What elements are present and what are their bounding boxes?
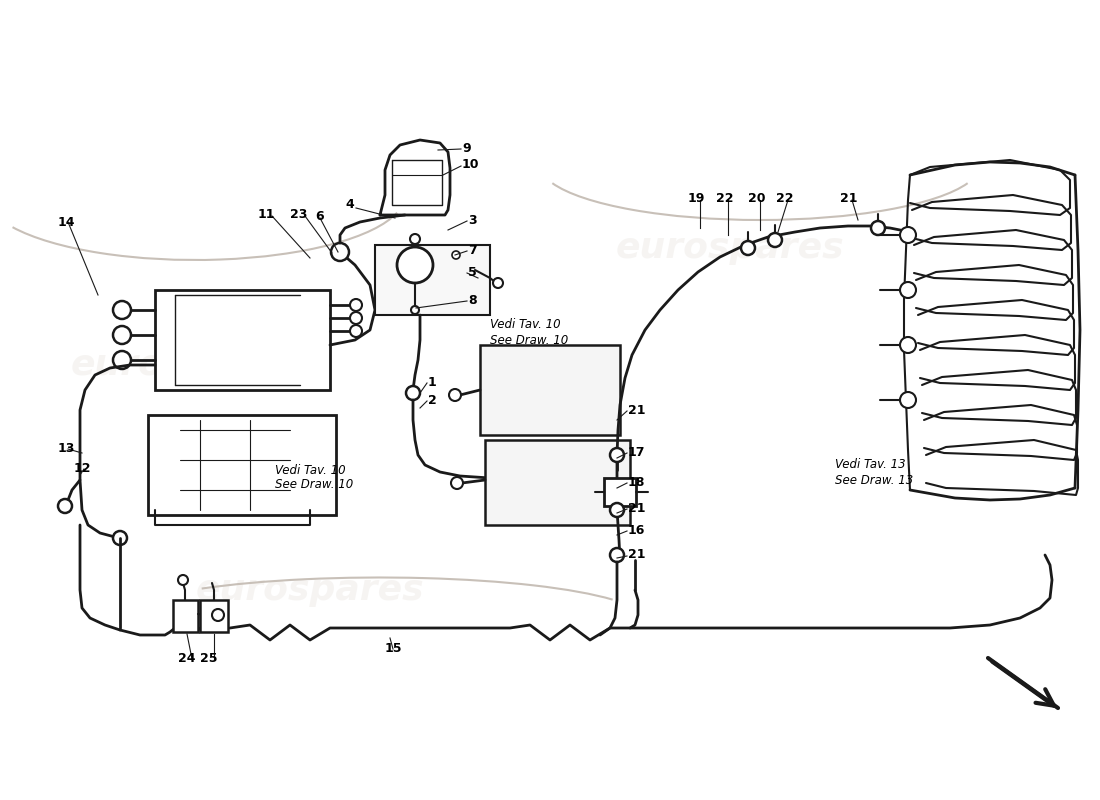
Text: 11: 11: [258, 209, 275, 222]
Circle shape: [410, 234, 420, 244]
Circle shape: [212, 609, 224, 621]
Bar: [604, 478, 636, 506]
Bar: [480, 345, 620, 435]
Circle shape: [350, 325, 362, 337]
Text: eurospares: eurospares: [70, 348, 299, 382]
Circle shape: [113, 351, 131, 369]
Circle shape: [350, 299, 362, 311]
Circle shape: [493, 278, 503, 288]
Text: 13: 13: [58, 442, 76, 454]
Text: See Draw. 13: See Draw. 13: [835, 474, 913, 486]
Circle shape: [900, 227, 916, 243]
Text: 9: 9: [462, 142, 471, 154]
Text: 5: 5: [468, 266, 476, 278]
Text: 20: 20: [748, 191, 766, 205]
Circle shape: [741, 241, 755, 255]
Text: 18: 18: [628, 475, 646, 489]
Text: 21: 21: [628, 549, 646, 562]
Circle shape: [900, 337, 916, 353]
Text: 22: 22: [716, 191, 734, 205]
Circle shape: [452, 251, 460, 259]
Bar: [173, 600, 198, 632]
Circle shape: [449, 389, 461, 401]
Circle shape: [406, 386, 420, 400]
Text: 10: 10: [462, 158, 480, 171]
Circle shape: [350, 312, 362, 324]
Circle shape: [58, 499, 72, 513]
Text: See Draw. 10: See Draw. 10: [275, 478, 353, 491]
Text: 21: 21: [840, 191, 858, 205]
Circle shape: [610, 503, 624, 517]
Circle shape: [451, 477, 463, 489]
Text: 21: 21: [628, 502, 646, 514]
Text: 12: 12: [74, 462, 91, 474]
Text: 24: 24: [178, 651, 196, 665]
Bar: [155, 290, 330, 390]
Circle shape: [900, 282, 916, 298]
Circle shape: [900, 392, 916, 408]
Text: 15: 15: [385, 642, 403, 654]
Text: 1: 1: [428, 375, 437, 389]
Circle shape: [113, 531, 127, 545]
Text: 19: 19: [688, 191, 705, 205]
Circle shape: [411, 306, 419, 314]
Text: 6: 6: [315, 210, 323, 223]
Text: 17: 17: [628, 446, 646, 458]
Text: See Draw. 10: See Draw. 10: [490, 334, 569, 346]
Text: 16: 16: [628, 523, 646, 537]
Text: eurospares: eurospares: [196, 573, 425, 607]
Circle shape: [488, 472, 501, 484]
Text: Vedi Tav. 13: Vedi Tav. 13: [835, 458, 905, 471]
Circle shape: [113, 301, 131, 319]
Text: 22: 22: [776, 191, 793, 205]
Circle shape: [331, 243, 349, 261]
Text: 2: 2: [428, 394, 437, 406]
Bar: [375, 245, 490, 315]
Circle shape: [178, 575, 188, 585]
Text: 8: 8: [468, 294, 476, 306]
Circle shape: [610, 448, 624, 462]
Circle shape: [397, 247, 433, 283]
Circle shape: [871, 221, 886, 235]
Bar: [148, 415, 336, 515]
Text: 7: 7: [468, 243, 476, 257]
Text: 21: 21: [628, 403, 646, 417]
Text: 23: 23: [290, 209, 307, 222]
Circle shape: [113, 326, 131, 344]
Bar: [485, 440, 630, 525]
Bar: [200, 600, 228, 632]
Text: 25: 25: [200, 651, 218, 665]
Circle shape: [610, 548, 624, 562]
Text: eurospares: eurospares: [616, 231, 845, 265]
Text: 14: 14: [58, 215, 76, 229]
Text: Vedi Tav. 10: Vedi Tav. 10: [275, 463, 345, 477]
Text: 4: 4: [345, 198, 354, 211]
Circle shape: [768, 233, 782, 247]
Text: 3: 3: [468, 214, 476, 226]
Text: Vedi Tav. 10: Vedi Tav. 10: [490, 318, 561, 331]
